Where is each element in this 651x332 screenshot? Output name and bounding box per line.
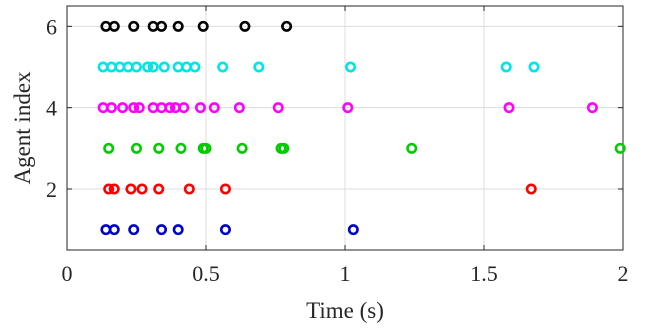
- data-point: [172, 20, 184, 32]
- data-point: [406, 142, 418, 154]
- data-point: [233, 102, 245, 114]
- data-point: [128, 20, 140, 32]
- y-axis-label: Agent index: [10, 71, 35, 185]
- series-agent-5: [97, 61, 540, 73]
- series-agent-1: [100, 224, 359, 236]
- data-points: [97, 20, 626, 236]
- data-point: [239, 20, 251, 32]
- data-point: [500, 61, 512, 73]
- data-point: [342, 102, 354, 114]
- x-tick-label: 2: [618, 261, 629, 286]
- data-point: [189, 61, 201, 73]
- y-tick-label: 4: [46, 96, 57, 121]
- data-point: [200, 142, 212, 154]
- data-point: [131, 61, 143, 73]
- data-point: [253, 61, 265, 73]
- x-tick-label: 1: [340, 261, 351, 286]
- x-tick-label: 1.5: [470, 261, 498, 286]
- x-tick-label: 0: [62, 261, 73, 286]
- data-point: [172, 224, 184, 236]
- data-point: [194, 102, 206, 114]
- data-point: [236, 142, 248, 154]
- data-point: [153, 183, 165, 195]
- data-point: [156, 224, 168, 236]
- data-point: [217, 61, 229, 73]
- data-point: [103, 183, 115, 195]
- y-tick-label: 6: [46, 14, 57, 39]
- data-point: [108, 224, 120, 236]
- series-agent-3: [103, 142, 626, 154]
- data-point: [105, 102, 117, 114]
- data-point: [586, 102, 598, 114]
- data-point: [503, 102, 515, 114]
- data-point: [103, 142, 115, 154]
- data-point: [197, 20, 209, 32]
- data-point: [153, 142, 165, 154]
- data-point: [347, 224, 359, 236]
- data-point: [128, 102, 140, 114]
- data-point: [525, 183, 537, 195]
- data-point: [142, 61, 154, 73]
- data-point: [108, 183, 120, 195]
- axis-ticks: 0 0.5 1 1.5 2 2 4 6: [46, 6, 629, 286]
- grid: [67, 6, 623, 250]
- data-point: [156, 20, 168, 32]
- data-point: [117, 102, 129, 114]
- data-point: [131, 142, 143, 154]
- data-point: [345, 61, 357, 73]
- data-point: [614, 142, 626, 154]
- data-point: [136, 183, 148, 195]
- series-agent-6: [100, 20, 293, 32]
- data-point: [128, 224, 140, 236]
- data-point: [175, 142, 187, 154]
- data-point: [133, 102, 145, 114]
- data-point: [164, 102, 176, 114]
- y-tick-label: 2: [46, 177, 57, 202]
- data-point: [183, 183, 195, 195]
- data-point: [147, 61, 159, 73]
- series-agent-2: [103, 183, 537, 195]
- data-point: [178, 102, 190, 114]
- data-point: [208, 102, 220, 114]
- series-agent-4: [97, 102, 598, 114]
- data-point: [125, 183, 137, 195]
- data-point: [219, 183, 231, 195]
- data-point: [281, 20, 293, 32]
- data-point: [278, 142, 290, 154]
- data-point: [528, 61, 540, 73]
- x-tick-label: 0.5: [192, 261, 220, 286]
- data-point: [272, 102, 284, 114]
- x-axis-label: Time (s): [306, 298, 384, 323]
- data-point: [219, 224, 231, 236]
- data-point: [158, 61, 170, 73]
- data-point: [108, 20, 120, 32]
